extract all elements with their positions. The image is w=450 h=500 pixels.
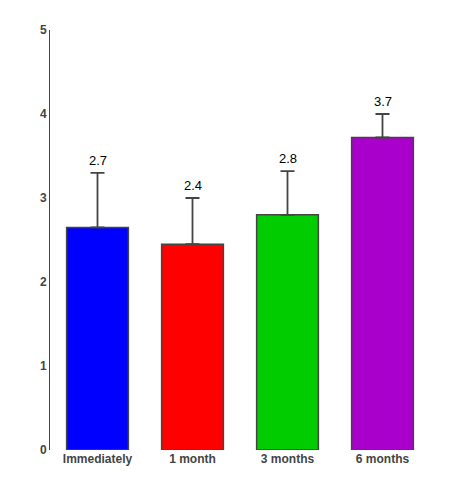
svg-text:1: 1 xyxy=(40,359,47,373)
svg-text:4: 4 xyxy=(40,107,47,121)
svg-text:2: 2 xyxy=(40,275,47,289)
svg-text:3 months: 3 months xyxy=(261,452,315,466)
svg-text:3: 3 xyxy=(40,191,47,205)
svg-text:3.7: 3.7 xyxy=(374,94,392,109)
svg-text:2.7: 2.7 xyxy=(89,153,107,168)
svg-text:Immediately: Immediately xyxy=(63,452,133,466)
svg-text:2.4: 2.4 xyxy=(184,178,202,193)
svg-text:1 month: 1 month xyxy=(169,452,216,466)
svg-text:6 months: 6 months xyxy=(356,452,410,466)
svg-text:5: 5 xyxy=(40,23,47,37)
svg-text:2.8: 2.8 xyxy=(279,151,297,166)
svg-text:0: 0 xyxy=(40,443,47,457)
